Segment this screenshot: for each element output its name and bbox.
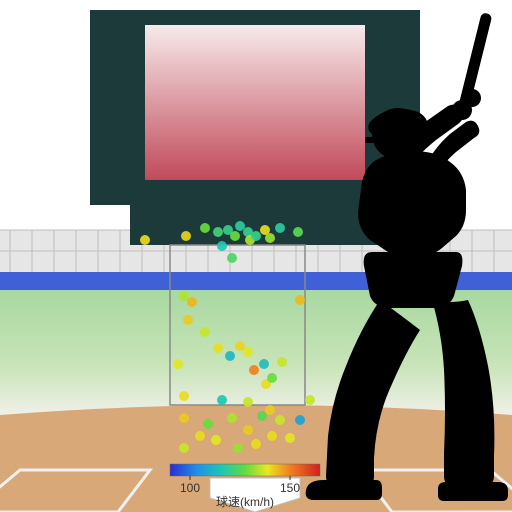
scoreboard-screen bbox=[145, 25, 365, 180]
pitch-marker bbox=[305, 395, 315, 405]
pitch-marker bbox=[251, 231, 261, 241]
pitch-marker bbox=[285, 433, 295, 443]
pitch-marker bbox=[213, 227, 223, 237]
pitch-marker bbox=[230, 231, 240, 241]
pitch-marker bbox=[217, 241, 227, 251]
pitch-marker bbox=[200, 223, 210, 233]
pitch-marker bbox=[295, 295, 305, 305]
pitch-marker bbox=[257, 411, 267, 421]
pitch-marker bbox=[265, 233, 275, 243]
pitch-marker bbox=[200, 327, 210, 337]
pitch-marker bbox=[203, 419, 213, 429]
pitch-marker bbox=[213, 343, 223, 353]
pitch-marker bbox=[267, 431, 277, 441]
pitch-marker bbox=[179, 291, 189, 301]
pitch-marker bbox=[243, 425, 253, 435]
pitch-marker bbox=[227, 413, 237, 423]
pitch-chart: 100 150 球速(km/h) bbox=[0, 0, 512, 512]
pitch-marker bbox=[243, 347, 253, 357]
pitch-marker bbox=[275, 415, 285, 425]
pitch-marker bbox=[217, 395, 227, 405]
pitch-marker bbox=[259, 359, 269, 369]
pitch-marker bbox=[235, 341, 245, 351]
pitch-marker bbox=[275, 223, 285, 233]
pitch-marker bbox=[179, 391, 189, 401]
pitch-marker bbox=[243, 397, 253, 407]
pitch-marker bbox=[249, 365, 259, 375]
pitch-marker bbox=[211, 435, 221, 445]
pitch-marker bbox=[183, 315, 193, 325]
pitch-marker bbox=[179, 413, 189, 423]
pitch-marker bbox=[195, 431, 205, 441]
pitch-marker bbox=[187, 297, 197, 307]
pitch-marker bbox=[293, 227, 303, 237]
pitch-marker bbox=[179, 443, 189, 453]
pitch-marker bbox=[173, 359, 183, 369]
pitch-marker bbox=[181, 231, 191, 241]
pitch-marker bbox=[251, 439, 261, 449]
pitch-marker bbox=[227, 253, 237, 263]
pitch-marker bbox=[233, 443, 243, 453]
pitch-marker bbox=[265, 405, 275, 415]
pitch-marker bbox=[267, 373, 277, 383]
colorbar-label: 球速(km/h) bbox=[216, 495, 274, 509]
colorbar-tick: 150 bbox=[280, 481, 300, 495]
pitch-marker bbox=[225, 351, 235, 361]
pitch-marker bbox=[295, 415, 305, 425]
pitch-marker bbox=[140, 235, 150, 245]
colorbar-tick: 100 bbox=[180, 481, 200, 495]
pitch-marker bbox=[235, 221, 245, 231]
pitch-marker bbox=[277, 357, 287, 367]
